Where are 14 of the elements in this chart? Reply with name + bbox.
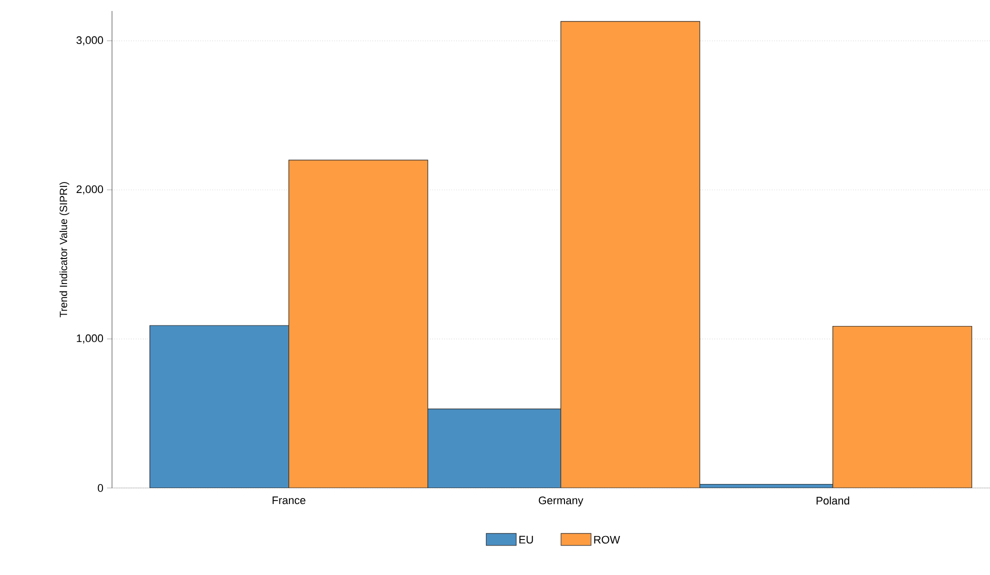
y-tick-label: 3,000	[76, 36, 104, 46]
bar	[832, 326, 972, 488]
bar	[150, 325, 290, 488]
y-tick-label: 2,000	[76, 185, 104, 194]
x-tick-label: Poland	[816, 496, 850, 505]
x-tick-label: France	[272, 496, 306, 504]
y-tick-label: 1,000	[76, 334, 104, 344]
legend-label: EU	[519, 536, 533, 544]
y-tick-label: 0	[98, 484, 104, 492]
bar	[288, 160, 428, 488]
bar	[560, 21, 700, 488]
x-tick-label: Germany	[538, 496, 584, 506]
legend-label: ROW	[594, 536, 620, 544]
y-axis-title: Trend Indicator Value (SIPRI)	[59, 182, 70, 318]
